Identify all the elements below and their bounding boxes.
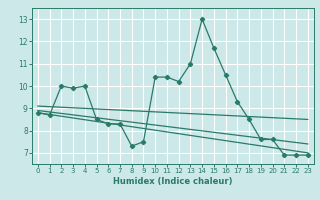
X-axis label: Humidex (Indice chaleur): Humidex (Indice chaleur) [113, 177, 233, 186]
